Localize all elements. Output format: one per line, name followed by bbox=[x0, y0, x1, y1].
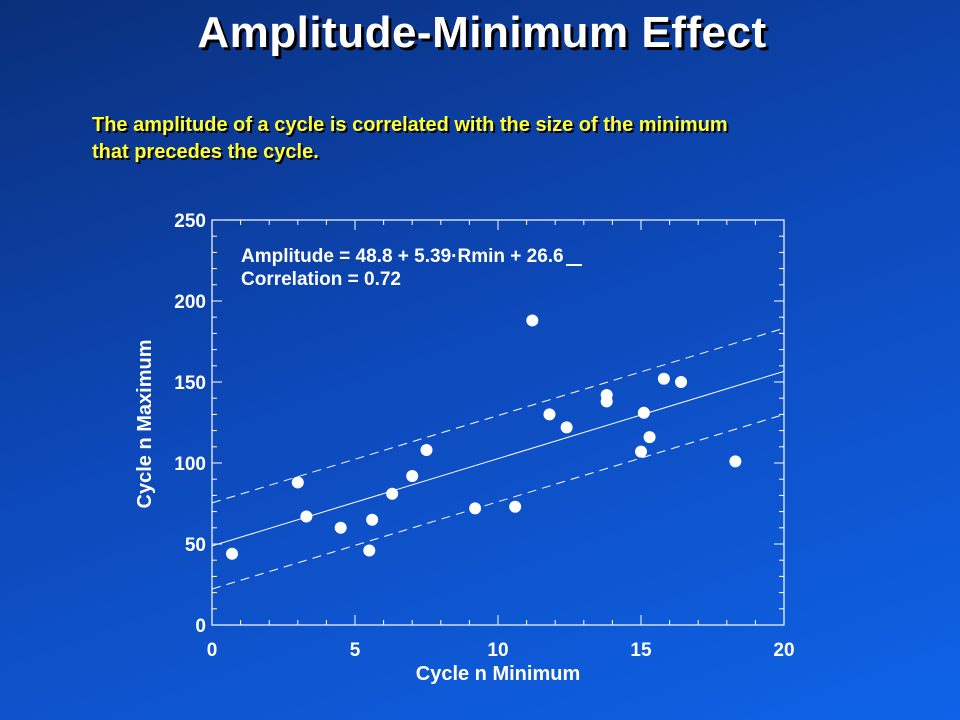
x-tick-label: 10 bbox=[487, 640, 508, 661]
fit-line bbox=[212, 370, 784, 547]
data-point bbox=[300, 510, 313, 523]
slide-title: Amplitude-Minimum Effect bbox=[197, 8, 767, 57]
data-point bbox=[469, 502, 482, 515]
x-tick-label: 0 bbox=[207, 640, 218, 661]
data-point bbox=[334, 521, 347, 534]
data-point bbox=[291, 476, 304, 489]
data-point bbox=[526, 314, 539, 327]
data-point bbox=[420, 444, 433, 457]
data-point bbox=[657, 372, 670, 385]
y-tick-label: 50 bbox=[185, 535, 206, 556]
data-point bbox=[363, 544, 376, 557]
x-tick-label: 20 bbox=[773, 640, 794, 661]
fit-equation-annotation: Amplitude = 48.8 + 5.39·Rmin + 26.6 bbox=[241, 246, 564, 267]
subtitle-line-1: The amplitude of a cycle is correlated w… bbox=[92, 114, 728, 136]
y-tick-label: 0 bbox=[195, 616, 206, 637]
data-point bbox=[386, 487, 399, 500]
data-point bbox=[560, 421, 573, 434]
y-tick-label: 250 bbox=[174, 211, 206, 232]
data-point bbox=[406, 469, 419, 482]
fit-upper-bound-line bbox=[212, 327, 784, 504]
x-tick-label: 15 bbox=[630, 640, 652, 661]
slide-subtitle: The amplitude of a cycle is correlated w… bbox=[92, 112, 892, 166]
data-point bbox=[637, 406, 650, 419]
data-point bbox=[643, 431, 656, 444]
data-point bbox=[366, 513, 379, 526]
data-point bbox=[509, 500, 522, 513]
data-point bbox=[543, 408, 556, 421]
subtitle-line-2: that precedes the cycle. bbox=[92, 141, 319, 163]
fit-lines bbox=[212, 327, 784, 590]
data-point bbox=[635, 445, 647, 458]
correlation-annotation: Correlation = 0.72 bbox=[241, 269, 401, 290]
data-point bbox=[226, 547, 239, 560]
fit-lower-bound-line bbox=[212, 413, 784, 590]
y-tick-label: 150 bbox=[174, 373, 206, 394]
data-points bbox=[226, 314, 742, 560]
data-point bbox=[600, 388, 613, 401]
y-tick-label: 200 bbox=[174, 292, 206, 313]
x-axis-label: Cycle n Minimum bbox=[416, 663, 580, 685]
data-point bbox=[729, 455, 742, 468]
y-tick-label: 100 bbox=[174, 454, 206, 475]
y-axis-label: Cycle n Maximum bbox=[134, 340, 156, 509]
data-point bbox=[675, 376, 688, 388]
x-tick-label: 5 bbox=[350, 640, 361, 661]
